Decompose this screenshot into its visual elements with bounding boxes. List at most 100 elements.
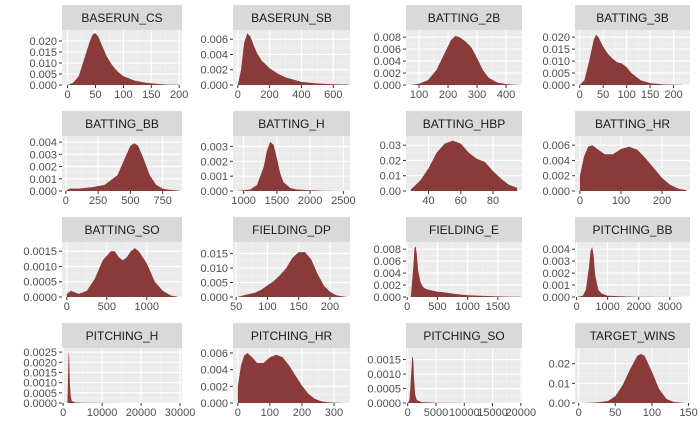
y-tick-label: 0.0000 (23, 398, 57, 410)
facet-batting-so: BATTING_SO 0 500 1000 0.0000 0.0005 0.0010 0.00… (23, 217, 182, 313)
x-tick-label: 200 (293, 407, 311, 419)
x-tick-label: 100 (114, 89, 132, 101)
y-tick-label: 0.02 (380, 155, 401, 167)
y-tick-label: 0.004 (29, 137, 57, 149)
facet-strip (575, 323, 690, 348)
facet-title: TARGET_WINS (590, 329, 676, 343)
y-tick-label: 0.00 (380, 186, 401, 198)
facet-batting-bb: BATTING_BB 0 250 500 750 0.0000.0010.0020.003… (29, 111, 182, 207)
y-tick-label: 0.006 (373, 256, 401, 268)
facet-title: BATTING_2B (428, 11, 500, 25)
x-tick-label: 1000 (135, 301, 159, 313)
y-tick-label: 0.005 (542, 68, 570, 80)
y-tick-label: 0.0015 (367, 355, 401, 367)
y-tick-label: 0.000 (200, 292, 228, 304)
y-tick-label: 0.002 (29, 162, 57, 174)
y-tick-label: 0.002 (200, 156, 228, 168)
facet-title: BATTING_H (258, 117, 324, 131)
y-tick-label: 0.004 (542, 155, 570, 167)
x-tick-label: 1500 (265, 195, 289, 207)
y-tick-label: 0.005 (29, 69, 57, 81)
y-tick-label: 0.003 (29, 149, 57, 161)
x-tick-label: 1000 (455, 301, 479, 313)
y-tick-label: 0.006 (200, 348, 228, 360)
y-tick-label: 0.0000 (23, 292, 57, 304)
y-tick-label: 0.015 (542, 44, 570, 56)
y-tick-label: 0.006 (373, 44, 401, 56)
x-tick-label: 3000 (658, 301, 682, 313)
y-tick-label: 0.006 (200, 34, 228, 46)
x-tick-label: 0 (405, 407, 411, 419)
y-tick-label: 0.010 (29, 58, 57, 70)
x-tick-label: 200 (170, 89, 188, 101)
x-tick-label: 0 (573, 301, 579, 313)
x-tick-label: 40 (422, 195, 434, 207)
x-tick-label: 0 (64, 301, 70, 313)
facet-title: PITCHING_HR (251, 329, 333, 343)
x-tick-label: 50 (89, 89, 101, 101)
facet-baserun-sb: BASERUN_SB 0 200 400 600 0.000 0.002 0.004 0.006 (200, 5, 350, 101)
x-tick-label: 10000 (87, 407, 118, 419)
y-tick-label: 0.000 (200, 80, 228, 92)
x-tick-label: 500 (428, 301, 446, 313)
y-tick-label: 0.01 (549, 378, 570, 390)
x-tick-label: 250 (89, 195, 107, 207)
facet-strip (233, 111, 350, 136)
y-tick-label: 0.0000 (367, 398, 401, 410)
facet-strip (62, 5, 182, 30)
x-tick-label: 1000 (595, 301, 619, 313)
x-tick-label: 2000 (626, 301, 650, 313)
y-tick-label: 0.002 (200, 381, 228, 393)
y-tick-label: 0.000 (29, 80, 57, 92)
density-area (237, 353, 347, 403)
y-tick-label: 0.03 (380, 140, 401, 152)
density-area (579, 34, 683, 85)
x-tick-label: 0 (63, 195, 69, 207)
facet-fielding-dp: FIELDING_DP 50 100 150 200 0.000 0.005 0.010 0.0… (200, 217, 350, 313)
y-tick-label: 0.015 (29, 47, 57, 59)
facet-strip (233, 5, 350, 30)
x-tick-label: 2500 (331, 195, 355, 207)
x-tick-label: 400 (497, 89, 515, 101)
y-tick-label: 0.0010 (367, 369, 401, 381)
x-tick-label: 2000 (298, 195, 322, 207)
facet-title: BATTING_BB (85, 117, 159, 131)
y-tick-label: 0.015 (200, 249, 228, 261)
x-tick-label: 0 (235, 89, 241, 101)
y-tick-label: 0.020 (29, 36, 57, 48)
facet-title: BATTING_HBP (423, 117, 505, 131)
y-tick-label: 0.0005 (23, 388, 57, 400)
y-tick-label: 0.010 (200, 263, 228, 275)
y-tick-label: 0.000 (542, 80, 570, 92)
density-area (410, 140, 518, 191)
facet-title: BASERUN_SB (251, 11, 332, 25)
x-tick-label: 80 (487, 195, 499, 207)
y-tick-label: 0.004 (200, 365, 228, 377)
x-tick-label: 50 (609, 407, 621, 419)
y-tick-label: 0.0005 (23, 277, 57, 289)
y-tick-label: 0.000 (542, 186, 570, 198)
y-tick-label: 0.000 (200, 398, 228, 410)
facet-batting-hr: BATTING_HR 0 100 200 0.000 0.002 0.004 0.006 (542, 111, 690, 207)
x-tick-label: 100 (261, 407, 279, 419)
x-tick-label: 0 (235, 407, 241, 419)
density-area (578, 353, 686, 403)
x-tick-label: 200 (439, 89, 457, 101)
x-tick-label: 0 (65, 89, 71, 101)
x-tick-label: 10000 (449, 407, 480, 419)
y-tick-label: 0.002 (200, 65, 228, 77)
x-tick-label: 300 (325, 407, 343, 419)
y-tick-label: 0.0020 (23, 357, 57, 369)
x-tick-label: 5000 (424, 407, 448, 419)
density-area (410, 36, 521, 85)
x-tick-label: 400 (292, 89, 310, 101)
facet-batting-h: BATTING_H 1000 1500 2000 2500 0.000 0.001 0.002… (200, 111, 356, 207)
y-tick-label: 0.003 (200, 141, 228, 153)
x-tick-label: 0 (577, 89, 583, 101)
y-tick-label: 0.000 (200, 186, 228, 198)
facet-strip (233, 323, 350, 348)
density-area (237, 141, 344, 191)
